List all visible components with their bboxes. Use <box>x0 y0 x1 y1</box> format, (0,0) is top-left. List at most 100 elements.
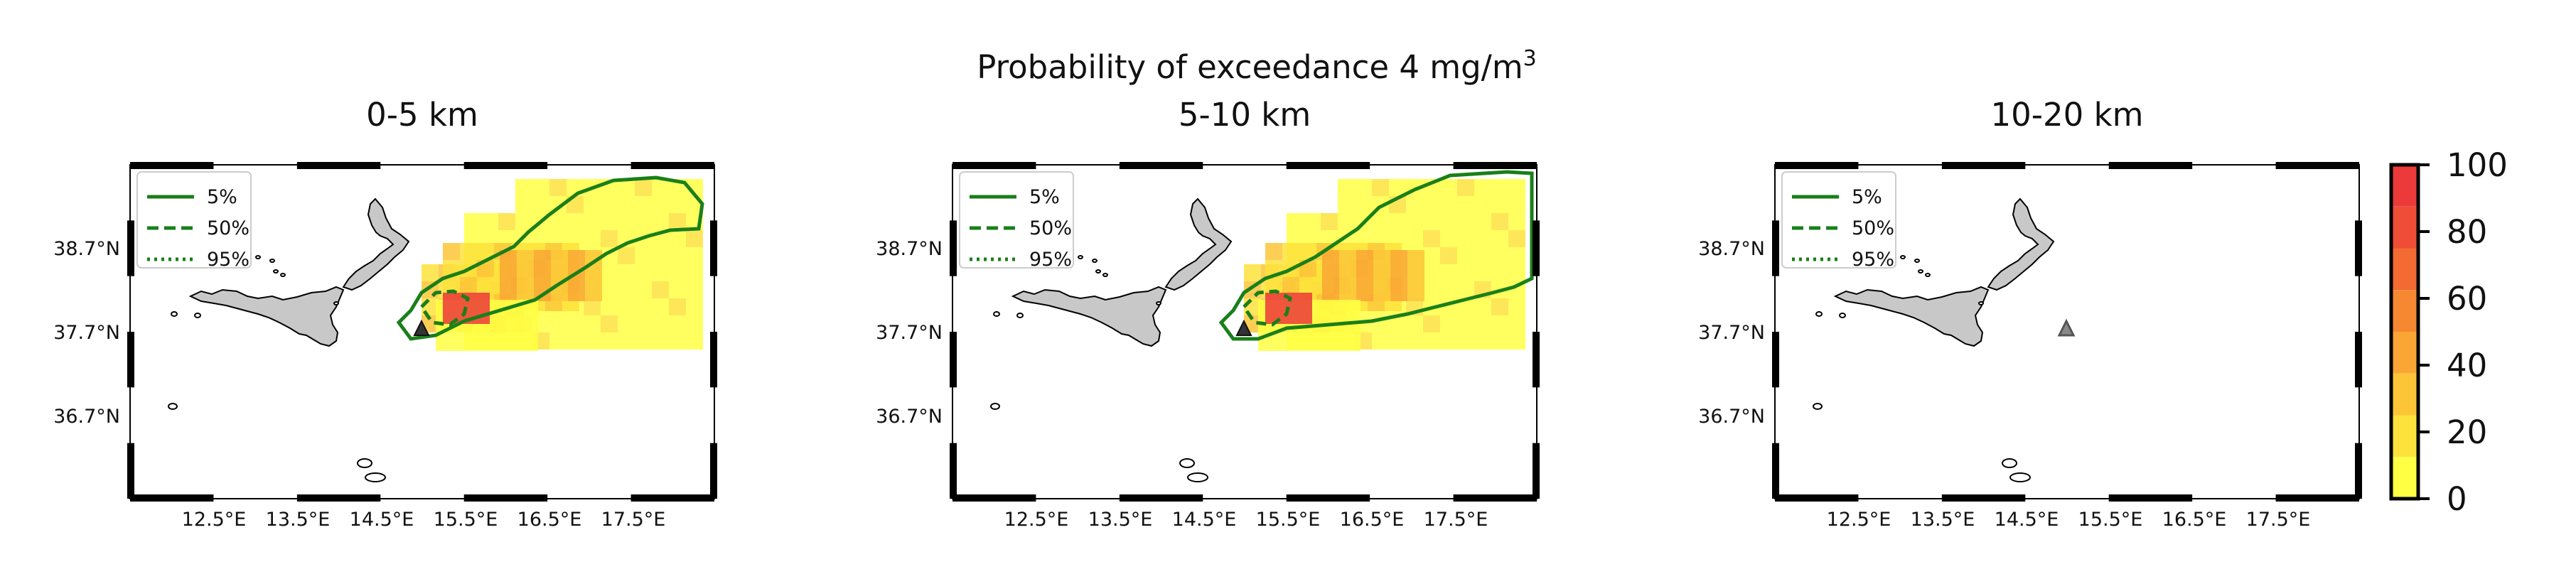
probability-cell <box>1508 196 1525 213</box>
probability-cell <box>1474 264 1491 281</box>
colorbar-segment <box>2391 206 2418 249</box>
probability-cell <box>1423 247 1440 264</box>
probability-cell <box>1338 213 1355 230</box>
probability-cell <box>1423 315 1440 332</box>
probability-cell <box>517 284 534 301</box>
probability-cell <box>1457 230 1474 247</box>
probability-cell <box>601 264 618 281</box>
probability-cell <box>669 315 686 332</box>
probability-cell <box>652 264 669 281</box>
probability-cell <box>1474 247 1491 264</box>
probability-cell <box>1406 196 1423 213</box>
frame-segment <box>710 220 717 276</box>
probability-cell <box>515 196 532 213</box>
contour-50-percent <box>419 289 470 327</box>
probability-cell <box>1508 332 1525 350</box>
probability-cell <box>1339 250 1356 267</box>
probability-cell <box>474 293 490 308</box>
colorbar-segment <box>2391 290 2418 332</box>
frame-segment <box>1941 162 2026 169</box>
probability-cell <box>1457 247 1474 264</box>
volcano-marker <box>2057 318 2076 337</box>
probability-cell <box>1406 230 1423 247</box>
probability-cell <box>618 247 635 264</box>
small-island <box>171 311 178 317</box>
probability-cell <box>1440 247 1457 264</box>
probability-cell <box>1457 281 1474 298</box>
colorbar-tick-label: 60 <box>2447 280 2487 318</box>
probability-cell <box>1457 315 1474 332</box>
probability-cell <box>532 196 549 213</box>
probability-cell <box>1508 230 1525 247</box>
panel-title: 10-20 km <box>1991 96 2144 134</box>
probability-cell <box>686 281 703 298</box>
probability-cell <box>652 196 669 213</box>
x-tick-label: 15.5°E <box>434 509 498 531</box>
probability-cell <box>567 213 584 230</box>
x-tick-label: 12.5°E <box>1004 509 1069 531</box>
frame-segment <box>127 332 134 388</box>
probability-cell <box>1440 281 1457 298</box>
probability-cell <box>517 250 534 267</box>
probability-cell <box>1338 196 1355 213</box>
probability-cell <box>635 264 652 281</box>
probability-cell <box>601 196 618 213</box>
frame-segment <box>1772 220 1779 276</box>
probability-cell <box>1389 179 1406 196</box>
probability-cell <box>1491 298 1508 315</box>
frame-segment <box>127 443 134 499</box>
y-tick-label: 38.7°N <box>876 238 943 260</box>
probability-cell <box>686 247 703 264</box>
probability-cell <box>1372 179 1389 196</box>
probability-cell <box>585 267 602 284</box>
probability-cell <box>1326 334 1343 351</box>
colorbar-frame <box>2389 163 2420 501</box>
probability-cell <box>568 250 585 267</box>
legend-label: 95% <box>207 249 249 271</box>
frame-segment <box>1453 494 1537 502</box>
x-tick-label: 14.5°E <box>1995 509 2059 531</box>
small-island <box>194 313 201 318</box>
frame-segment <box>2355 443 2362 499</box>
probability-cell <box>1440 230 1457 247</box>
small-island <box>990 403 1000 410</box>
frame-segment <box>1286 162 1370 169</box>
small-island <box>1095 269 1101 274</box>
colorbar-segment <box>2391 415 2418 457</box>
probability-cell <box>635 247 652 264</box>
panel-title: 5-10 km <box>1179 96 1311 134</box>
x-tick-label: 15.5°E <box>2078 509 2143 531</box>
probability-cell <box>549 213 567 230</box>
probability-cell <box>686 332 703 350</box>
frame-segment <box>2355 220 2362 276</box>
probability-cell <box>601 315 618 332</box>
colorbar-tick-label: 80 <box>2447 213 2487 251</box>
probability-cell <box>1309 334 1326 351</box>
legend-label: 50% <box>1852 217 1894 239</box>
probability-cell <box>618 196 635 213</box>
frame-segment <box>952 494 1036 502</box>
probability-cell <box>1406 213 1423 230</box>
map-panel-3: 10-20 km 5% 50% 95% 12.5°E 13.5°E 14.5°E 15.5°E… <box>1698 96 2362 531</box>
colorbar-segment <box>2391 248 2418 291</box>
small-island <box>255 255 261 259</box>
probability-cell <box>517 267 534 284</box>
probability-cell <box>1491 264 1508 281</box>
x-tick-label: 16.5°E <box>2162 509 2227 531</box>
probability-cell <box>618 264 635 281</box>
frame-segment <box>1533 443 1540 499</box>
y-tick-label: 38.7°N <box>53 238 120 260</box>
x-tick-label: 15.5°E <box>1256 509 1321 531</box>
small-island <box>273 269 279 274</box>
probability-cell <box>422 264 439 281</box>
y-tick-label: 36.7°N <box>1698 406 1765 428</box>
frame-segment <box>1772 332 1779 388</box>
probability-cell <box>584 332 601 350</box>
probability-cell <box>487 334 504 351</box>
probability-cell <box>618 315 635 332</box>
probability-cell <box>635 179 652 196</box>
y-tick-label: 38.7°N <box>1698 238 1765 260</box>
probability-cell <box>1406 332 1423 350</box>
probability-cell <box>635 332 652 350</box>
probability-cell <box>618 213 635 230</box>
